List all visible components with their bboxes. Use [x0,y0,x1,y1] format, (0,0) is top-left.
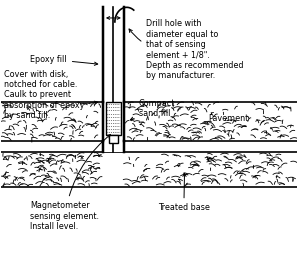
Bar [103,142,124,152]
Bar [103,7,124,102]
Bar [109,135,118,143]
Text: Drill hole with
diameter equal to
that of sensing
element + 1/8".
Depth as recom: Drill hole with diameter equal to that o… [129,19,243,80]
Text: Treated base: Treated base [158,173,210,212]
Bar [103,102,124,142]
Text: Epoxy fill: Epoxy fill [30,55,98,65]
Text: Magnetometer
sensing element.
Install level.: Magnetometer sensing element. Install le… [30,135,110,231]
Bar [106,102,121,135]
Bar [106,102,121,135]
Text: Compact
sand fill: Compact sand fill [130,99,175,120]
Text: Pavement: Pavement [208,114,249,123]
Text: Cover with disk,
notched for cable.
Caulk to prevent
absorption of epoxy
by sand: Cover with disk, notched for cable. Caul… [4,70,98,120]
